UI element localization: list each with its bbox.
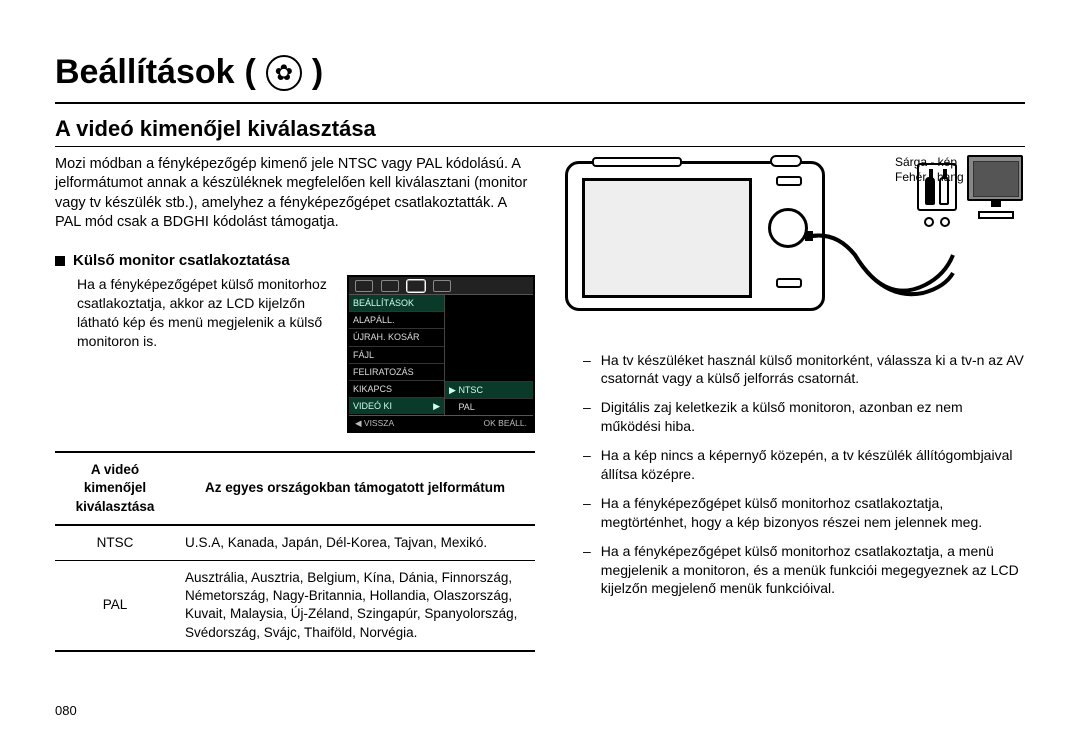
note-item: –Ha a kép nincs a képernyő közepén, a tv… <box>565 446 1025 484</box>
table-header-format: A videó kimenőjel kiválasztása <box>55 452 175 525</box>
lcd-footer: ◀ VISSZA OK BEÁLL. <box>349 415 533 431</box>
lcd-sub-option: ▶ PAL <box>445 398 533 415</box>
chevron-right-icon: ▶ <box>449 385 456 395</box>
table-cell-countries: U.S.A, Kanada, Japán, Dél-Korea, Tajvan,… <box>175 525 535 561</box>
lcd-top-icons <box>349 277 533 295</box>
tv-illustration <box>967 155 1025 225</box>
note-text: Ha a fényképezőgépet külső monitorhoz cs… <box>601 494 1025 532</box>
rca-plug-yellow-icon <box>925 177 935 205</box>
lcd-menu-item: KIKAPCS <box>349 380 444 397</box>
lcd-menu-item: FELIRATOZÁS <box>349 363 444 380</box>
lcd-menu-item: ÚJRAH. KOSÁR <box>349 328 444 345</box>
lcd-menu-header: BEÁLLÍTÁSOK <box>349 295 444 311</box>
notes-list: –Ha tv készüléket használ külső monitork… <box>565 351 1025 599</box>
external-monitor-text: Ha a fényképezőgépet külső monitorhoz cs… <box>55 275 333 351</box>
title-rule <box>55 102 1025 104</box>
connection-diagram: Sárga - kép Fehér - hang <box>565 155 1025 335</box>
lcd-tab-icon <box>433 280 451 292</box>
external-monitor-heading: Külső monitor csatlakoztatása <box>55 251 535 271</box>
chevron-right-icon: ▶ <box>433 400 440 412</box>
lcd-sub-option-selected: ▶ NTSC <box>445 381 533 398</box>
lcd-menu-item-label: VIDEÓ KI <box>353 400 392 412</box>
lcd-footer-ok: OK BEÁLL. <box>484 418 527 429</box>
lcd-footer-back: ◀ VISSZA <box>355 418 394 429</box>
table-cell-format: NTSC <box>55 525 175 561</box>
table-cell-format: PAL <box>55 560 175 650</box>
note-item: –Ha a fényképezőgépet külső monitorhoz c… <box>565 542 1025 599</box>
note-item: –Ha tv készüléket használ külső monitork… <box>565 351 1025 389</box>
section-subtitle: A videó kimenőjel kiválasztása <box>55 114 1025 144</box>
note-text: Digitális zaj keletkezik a külső monitor… <box>601 398 1025 436</box>
gear-icon: ✿ <box>266 55 302 91</box>
lcd-preview: BEÁLLÍTÁSOK ALAPÁLL. ÚJRAH. KOSÁR FÁJL F… <box>347 275 535 433</box>
lcd-sub-option-label: PAL <box>458 402 474 412</box>
table-header-countries: Az egyes országokban támogatott jelformá… <box>175 452 535 525</box>
note-text: Ha a kép nincs a képernyő közepén, a tv … <box>601 446 1025 484</box>
note-item: –Ha a fényképezőgépet külső monitorhoz c… <box>565 494 1025 532</box>
lcd-submenu: ▶ NTSC ▶ PAL <box>445 295 533 415</box>
lcd-menu-item-selected: VIDEÓ KI ▶ <box>349 397 444 414</box>
title-paren-open: ( <box>245 50 256 96</box>
table-cell-countries: Ausztrália, Ausztria, Belgium, Kína, Dán… <box>175 560 535 650</box>
av-cable-illustration <box>805 225 955 315</box>
lcd-menu-item: ALAPÁLL. <box>349 311 444 328</box>
external-monitor-heading-text: Külső monitor csatlakoztatása <box>73 251 290 271</box>
rca-jacks-illustration <box>917 217 957 231</box>
page-title: Beállítások <box>55 50 235 96</box>
lcd-menu-item: FÁJL <box>349 346 444 363</box>
intro-paragraph: Mozi módban a fényképezőgép kimenő jele … <box>55 155 535 233</box>
lcd-tab-icon <box>407 280 425 292</box>
lcd-menu: BEÁLLÍTÁSOK ALAPÁLL. ÚJRAH. KOSÁR FÁJL F… <box>349 295 445 415</box>
jack-icon <box>924 217 934 227</box>
subtitle-rule <box>55 146 1025 147</box>
jack-icon <box>940 217 950 227</box>
note-text: Ha tv készüléket használ külső monitorké… <box>601 351 1025 389</box>
rca-plugs-illustration <box>917 163 957 211</box>
square-bullet-icon <box>55 256 65 266</box>
note-item: –Digitális zaj keletkezik a külső monito… <box>565 398 1025 436</box>
title-paren-close: ) <box>312 50 323 96</box>
note-text: Ha a fényképezőgépet külső monitorhoz cs… <box>601 542 1025 599</box>
rca-plug-white-icon <box>939 177 949 205</box>
lcd-sub-option-label: NTSC <box>458 385 483 395</box>
page-number: 080 <box>55 702 77 720</box>
lcd-tab-icon <box>381 280 399 292</box>
camera-illustration <box>565 161 825 311</box>
video-format-table: A videó kimenőjel kiválasztása Az egyes … <box>55 451 535 652</box>
lcd-tab-icon <box>355 280 373 292</box>
